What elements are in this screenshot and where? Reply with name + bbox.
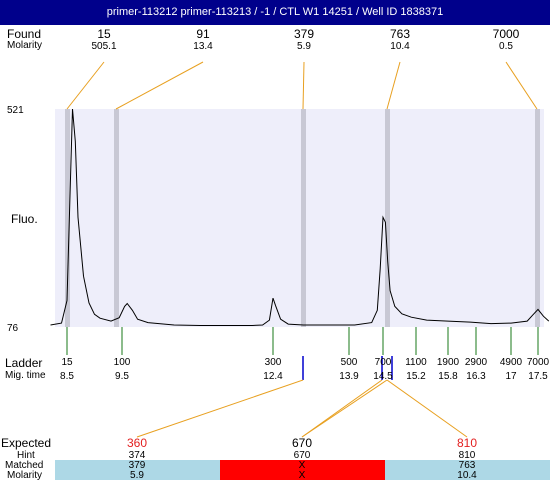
mig-time-label: Mig. time [5,370,46,381]
expected-label: Expected [1,436,52,450]
bottom-molarity-label: Molarity [7,470,43,481]
matched-molarity: 5.9 [130,470,144,481]
fluorescence-trace [50,108,550,326]
found-peak-band [114,109,119,327]
hint-size: 374 [128,450,146,461]
found-callout-line [115,61,204,110]
ladder-mig-time: 14.5 [373,371,393,382]
ladder-mig-time: 13.9 [339,371,359,382]
found-molarity: 5.9 [297,41,311,52]
molarity-label: Molarity [7,40,43,51]
ladder-mig-time: 15.2 [406,371,426,382]
fluo-label: Fluo. [11,212,38,226]
matched-molarity: X [298,470,306,481]
expected-size: 360 [126,436,148,450]
matched-label: Matched [5,460,44,471]
ladder-mig-time: 12.4 [263,371,283,382]
ladder-mig-time: 15.8 [438,371,458,382]
expected-size: 810 [456,436,478,450]
matched-size: 379 [128,460,146,471]
found-peak-band [301,109,306,327]
found-size: 7000 [492,27,520,41]
hint-size: 810 [458,450,476,461]
matched-size: X [298,460,306,471]
assignment-line [136,379,304,438]
ladder-mig-time: 17.5 [528,371,548,382]
ladder-label: Ladder [5,356,43,370]
y-tick-top: 521 [7,105,24,116]
window-title: primer-113212 primer-113213 / -1 / CTL W… [0,0,550,25]
found-callout-line [505,61,538,110]
found-size: 91 [196,27,210,41]
hint-size: 670 [293,450,311,461]
found-molarity: 505.1 [91,41,117,52]
assignment-line [301,379,388,438]
ladder-size: 15 [61,357,73,368]
assignment-line [386,379,468,438]
matched-molarity: 10.4 [457,470,477,481]
found-callout-line [302,61,305,110]
matched-size: 763 [458,460,476,471]
found-size: 763 [389,27,411,41]
ladder-size: 700 [374,357,392,368]
ladder-size: 500 [340,357,358,368]
ladder-size: 1900 [436,357,460,368]
found-callout-line [66,61,105,110]
hint-label: Hint [17,450,35,461]
found-molarity: 13.4 [193,41,213,52]
found-molarity: 0.5 [499,41,513,52]
assignment-band [385,460,550,480]
ladder-size: 2900 [464,357,488,368]
found-peak-band [65,109,70,327]
ladder-mig-time: 8.5 [60,371,74,382]
found-size: 379 [293,27,315,41]
assignment-band [220,460,385,480]
ladder-size: 100 [113,357,131,368]
found-molarity: 10.4 [390,41,410,52]
found-peak-band [385,109,390,327]
y-tick-bottom: 76 [7,323,19,334]
assignment-band [55,460,220,480]
ladder-size: 300 [264,357,282,368]
ladder-mig-time: 9.5 [115,371,129,382]
plot-area [55,109,544,327]
found-peak-band [535,109,540,327]
expected-size: 670 [291,436,313,450]
ladder-size: 1100 [405,357,427,368]
ladder-size: 4900 [499,357,523,368]
ladder-mig-time: 16.3 [466,371,486,382]
found-callout-line [386,61,401,110]
found-size: 15 [97,27,111,41]
found-label: Found [7,27,42,41]
ladder-size: 7000 [526,357,550,368]
ladder-mig-time: 17 [505,371,517,382]
